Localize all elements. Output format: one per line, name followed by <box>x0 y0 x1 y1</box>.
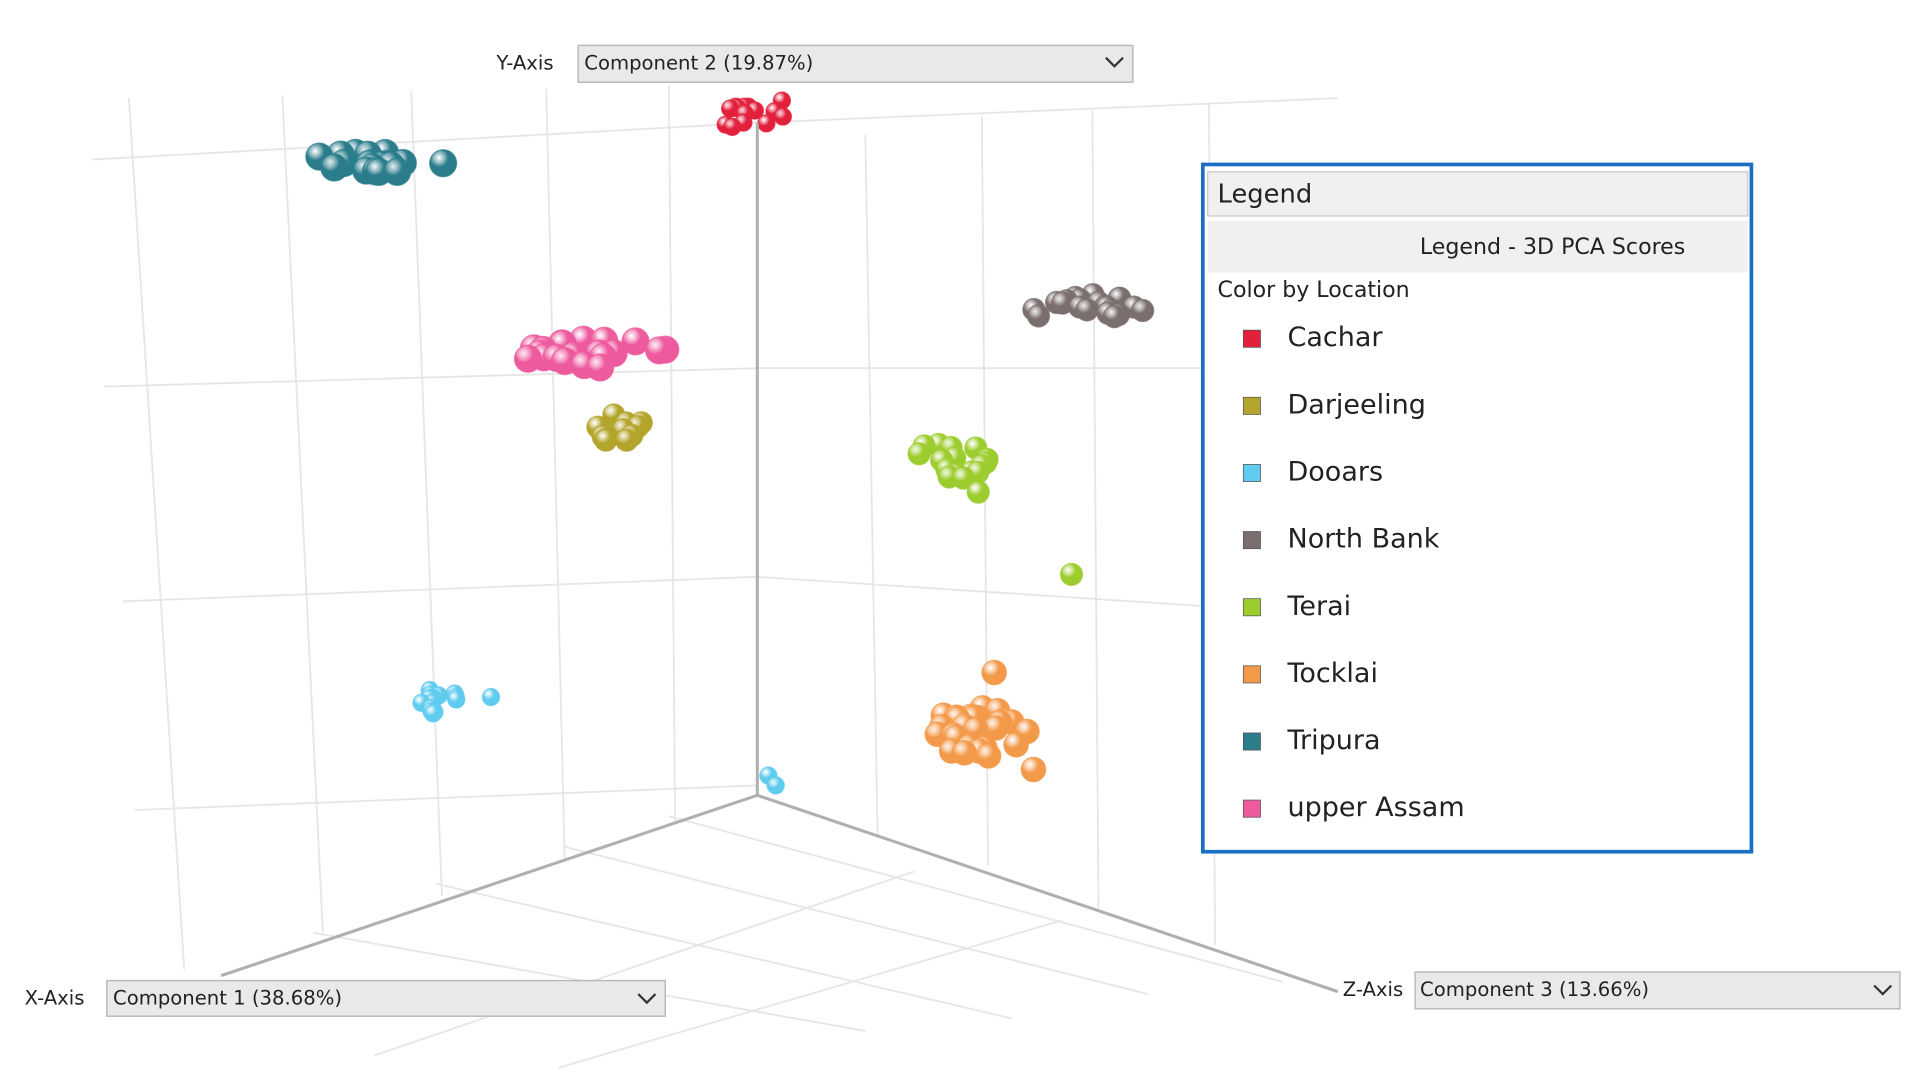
score-point <box>1102 305 1126 329</box>
x-axis-control: X-Axis Component 1 (38.68%) <box>25 979 667 1017</box>
score-point <box>773 107 793 126</box>
score-point <box>1026 304 1051 328</box>
score-point <box>481 687 501 707</box>
score-point <box>644 336 674 365</box>
dropdown-value: Component 1 (38.68%) <box>113 987 342 1010</box>
score-point <box>513 344 543 373</box>
legend-header <box>1207 171 1749 217</box>
legend-swatch <box>1242 799 1261 818</box>
legend-item-label: Cachar <box>1288 322 1384 353</box>
score-point <box>1003 731 1029 758</box>
dropdown-arrow <box>1105 56 1124 68</box>
location-cluster <box>513 325 680 382</box>
z-axis-control: Z-Axis Component 3 (13.66%) <box>1343 971 1901 1010</box>
y-axis-control: Y-Axis Component 2 (19.87%) <box>496 44 1134 83</box>
score-point <box>423 704 443 723</box>
score-point <box>757 114 776 133</box>
x-axis-label: X-Axis <box>25 987 85 1010</box>
score-point <box>429 149 458 178</box>
z-axis-line <box>756 793 1339 994</box>
legend-title: Legend <box>1218 180 1313 210</box>
y-axis-dropdown[interactable]: Component 2 (19.87%) <box>577 44 1134 83</box>
z-axis-dropdown[interactable]: Component 3 (13.66%) <box>1414 971 1901 1010</box>
score-point <box>1075 298 1099 322</box>
score-point <box>594 428 618 452</box>
location-cluster <box>924 659 1047 783</box>
dropdown-arrow <box>1873 984 1893 996</box>
score-point <box>966 480 990 504</box>
score-point <box>1020 756 1047 783</box>
legend-swatch <box>1242 396 1261 415</box>
dropdown-value: Component 3 (13.66%) <box>1420 978 1649 1001</box>
legend-item-label: Dooars <box>1288 456 1384 487</box>
location-cluster <box>716 91 793 137</box>
z-axis-label: Z-Axis <box>1343 978 1403 1001</box>
legend-swatch <box>1242 665 1261 684</box>
location-cluster <box>412 680 785 795</box>
legend-item-label: Tocklai <box>1287 658 1378 689</box>
x-axis-dropdown[interactable]: Component 1 (38.68%) <box>106 979 667 1017</box>
dropdown-arrow <box>637 993 657 1005</box>
location-cluster <box>305 138 458 187</box>
score-point <box>951 739 978 766</box>
score-point <box>447 690 466 709</box>
score-point <box>1059 562 1084 587</box>
legend-subtitle: Legend - 3D PCA Scores <box>1420 234 1685 260</box>
legend-item-label: upper Assam <box>1288 792 1465 823</box>
score-point <box>383 157 412 187</box>
score-point <box>907 442 931 466</box>
legend-group-label: Color by Location <box>1218 277 1410 303</box>
dropdown-value: Component 2 (19.87%) <box>584 51 813 74</box>
score-point <box>766 776 785 795</box>
location-cluster <box>586 403 653 452</box>
score-point <box>614 428 639 452</box>
legend-frame <box>1200 162 1754 854</box>
location-cluster <box>1022 283 1155 329</box>
score-points <box>305 91 1155 795</box>
x-axis-line <box>220 793 758 978</box>
legend-swatch <box>1242 732 1261 751</box>
score-point <box>981 659 1008 686</box>
legend-panel: Legend Legend - 3D PCA Scores Color by L… <box>1200 162 1754 854</box>
score-point <box>975 742 1002 769</box>
location-cluster <box>907 432 1084 587</box>
legend-subtitle-band <box>1207 220 1748 273</box>
legend-item-label: Darjeeling <box>1288 389 1426 420</box>
score-point <box>723 117 742 137</box>
legend-item-label: North Bank <box>1288 524 1440 555</box>
axes <box>220 122 1339 994</box>
legend-item-label: Tripura <box>1287 725 1381 756</box>
legend-swatch <box>1242 464 1261 482</box>
y-axis-label: Y-Axis <box>496 51 554 74</box>
legend-item-label: Terai <box>1287 591 1352 622</box>
score-point <box>320 153 349 182</box>
score-point <box>1131 298 1155 323</box>
background-grid <box>92 85 1338 1069</box>
score-point <box>585 353 615 382</box>
legend-swatch <box>1242 329 1261 348</box>
legend-swatch <box>1242 598 1261 617</box>
dropdown-box[interactable] <box>577 44 1134 83</box>
legend-swatch <box>1242 531 1261 550</box>
dropdown-box[interactable] <box>106 979 667 1017</box>
score-point <box>951 466 976 490</box>
dropdown-box[interactable] <box>1414 971 1901 1010</box>
